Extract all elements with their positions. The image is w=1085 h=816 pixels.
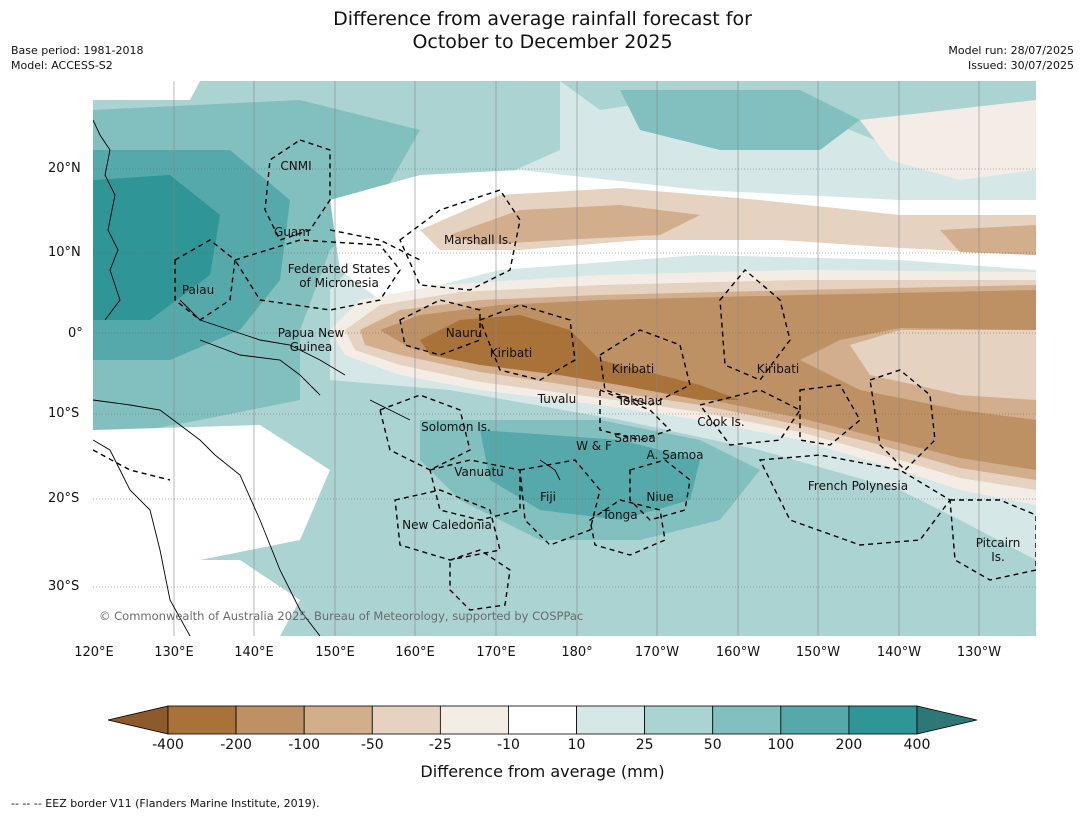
colorbar-arrow-high: [916, 705, 978, 735]
colorbar-segment: [371, 705, 441, 735]
place-label-png-2: Guinea: [289, 340, 333, 354]
place-label-guam: Guam: [274, 225, 310, 239]
place-label-tokelau: Tokelau: [617, 394, 663, 408]
place-label-wallis-futuna: W & F: [576, 439, 612, 453]
issued-date: Issued: 30/07/2025: [967, 59, 1074, 72]
place-label-kiribati-west: Kiribati: [489, 346, 533, 360]
place-label-solomon: Solomon Is.: [421, 420, 491, 434]
chart-title: Difference from average rainfall forecas…: [0, 8, 1085, 54]
place-label-marshall: Marshall Is.: [444, 233, 512, 247]
copyright-notice: © Commonwealth of Australia 2025, Bureau…: [99, 609, 584, 623]
colorbar: [107, 705, 978, 735]
place-label-nauru: Nauru: [445, 326, 483, 340]
latitude-lines: [93, 168, 1036, 588]
colorbar-tick-label: 400: [903, 737, 931, 753]
rainfall-field: [93, 81, 1036, 636]
place-label-tuvalu: Tuvalu: [537, 392, 577, 406]
base-period: Base period: 1981-2018: [11, 44, 144, 57]
title-line-1: Difference from average rainfall forecas…: [333, 8, 752, 30]
place-label-french-polynesia: French Polynesia: [807, 479, 909, 493]
colorbar-tick-label: 50: [703, 737, 722, 753]
colorbar-arrow-low: [107, 705, 169, 735]
model-name: Model: ACCESS-S2: [11, 59, 113, 72]
lon-label: 150°W: [795, 645, 841, 660]
place-label-pitcairn-1: Pitcairn: [975, 536, 1021, 550]
colorbar-tick-label: -25: [428, 737, 452, 753]
lat-label: 30°S: [48, 579, 80, 594]
place-label-cook: Cook Is.: [697, 415, 745, 429]
lon-label: 160°E: [395, 645, 435, 660]
colorbar-segment: [439, 705, 509, 735]
place-label-palau: Palau: [181, 283, 215, 297]
colorbar-tick-label: -50: [360, 737, 384, 753]
footer-legend: -- -- -- EEZ border V11 (Flanders Marine…: [11, 797, 320, 810]
lat-label: 0°: [68, 326, 83, 341]
lat-label: 20°S: [48, 491, 80, 506]
place-label-pitcairn-2: Is.: [991, 550, 1005, 564]
lon-label: 130°W: [956, 645, 1002, 660]
lon-label: 140°E: [234, 645, 274, 660]
colorbar-tick-label: 200: [835, 737, 863, 753]
colorbar-segment: [167, 705, 237, 735]
lat-label: 20°N: [48, 161, 81, 176]
colorbar-tick-label: -10: [497, 737, 520, 753]
place-label-kiribati-east: Kiribati: [756, 362, 800, 376]
lon-label: 160°W: [715, 645, 761, 660]
meta-right: Model run: 28/07/2025 Issued: 30/07/2025: [948, 43, 1074, 73]
colorbar-tick-label: 10: [567, 737, 586, 753]
lat-label: 10°N: [48, 245, 81, 260]
colorbar-segment: [780, 705, 850, 735]
lon-label: 180°: [561, 645, 593, 660]
colorbar-tick-label: 100: [767, 737, 795, 753]
place-label-fsm-2: of Micronesia: [299, 276, 379, 290]
lon-label: 150°E: [315, 645, 355, 660]
lon-label: 130°E: [154, 645, 194, 660]
place-label-samoa: Samoa: [614, 431, 656, 445]
colorbar-tick-label: -100: [288, 737, 321, 753]
model-run: Model run: 28/07/2025: [948, 44, 1074, 57]
place-label-fiji: Fiji: [539, 490, 557, 504]
colorbar-tick-label: -400: [152, 737, 184, 753]
colorbar-segment: [848, 705, 918, 735]
place-label-new-caledonia: New Caledonia: [402, 518, 492, 532]
colorbar-title: Difference from average (mm): [420, 762, 665, 781]
place-label-tonga: Tonga: [602, 508, 638, 522]
colorbar-tick-label: -200: [220, 737, 252, 753]
place-label-kiribati-central: Kiribati: [611, 362, 655, 376]
colorbar-segment: [303, 705, 373, 735]
place-label-niue: Niue: [646, 490, 674, 504]
place-label-vanuatu: Vanuatu: [454, 465, 504, 479]
place-label-png-1: Papua New: [277, 326, 345, 340]
eez-borders: [93, 139, 1036, 611]
lon-label: 140°W: [876, 645, 922, 660]
colorbar-segment: [712, 705, 782, 735]
lon-label: 170°E: [476, 645, 516, 660]
colorbar-segment: [576, 705, 646, 735]
title-line-2: October to December 2025: [412, 31, 673, 53]
place-label-fsm-1: Federated States: [287, 262, 391, 276]
meta-left: Base period: 1981-2018 Model: ACCESS-S2: [11, 43, 143, 73]
lon-label: 170°W: [634, 645, 680, 660]
colorbar-segment: [508, 705, 577, 735]
lon-label: 120°E: [74, 645, 114, 660]
colorbar-segment: [235, 705, 305, 735]
colorbar-segment: [644, 705, 714, 735]
place-label-cnmi: CNMI: [280, 159, 312, 173]
colorbar-tick-label: 25: [635, 737, 654, 753]
place-label-american-samoa: A. Samoa: [646, 448, 704, 462]
lat-label: 10°S: [48, 406, 80, 421]
